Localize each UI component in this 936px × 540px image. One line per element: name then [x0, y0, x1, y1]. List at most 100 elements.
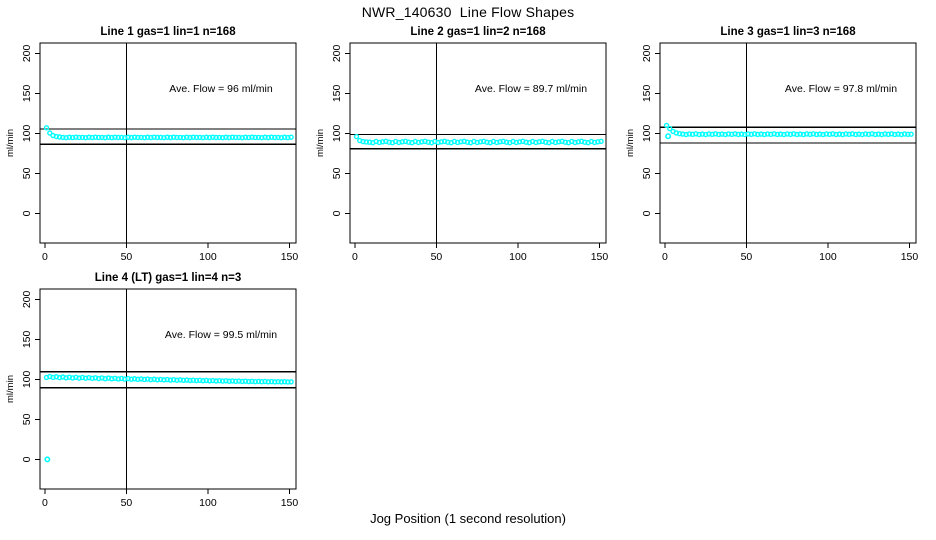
plot-box: [349, 42, 607, 244]
data-point: [223, 378, 229, 384]
data-point: [66, 134, 73, 140]
x-tick-label: 100: [199, 497, 217, 509]
data-point: [190, 377, 196, 383]
data-points: [43, 125, 294, 141]
data-point: [663, 122, 670, 129]
y-tick-label: 50: [21, 167, 33, 179]
x-tick-label: 150: [281, 497, 299, 509]
data-point: [882, 131, 888, 137]
subplot-title: Line 2 gas=1 lin=2 n=168: [410, 26, 546, 38]
data-point: [154, 377, 161, 383]
data-point: [86, 134, 92, 140]
y-tick-label: 0: [641, 210, 653, 216]
data-point: [667, 125, 673, 132]
data-point: [141, 134, 148, 141]
y-tick-label: 150: [331, 84, 343, 102]
data-point: [275, 378, 281, 385]
data-point: [288, 134, 294, 140]
data-point: [895, 131, 901, 137]
data-point: [716, 131, 722, 138]
y-axis: 0 50 100 150 200: [641, 44, 660, 216]
y-axis-title: ml/min: [5, 129, 16, 157]
data-point: [686, 131, 693, 137]
x-axis: 0 50 100 150: [42, 489, 298, 509]
data-point: [285, 379, 291, 385]
y-tick-label: 200: [331, 44, 343, 62]
data-point: [285, 134, 291, 141]
data-point: [738, 131, 745, 137]
y-axis-title: ml/min: [5, 375, 16, 403]
data-point: [131, 134, 138, 140]
data-point: [272, 134, 278, 141]
data-point: [797, 131, 803, 137]
data-point: [177, 134, 183, 141]
data-point: [219, 378, 226, 384]
x-tick-label: 100: [819, 251, 837, 263]
data-point: [148, 376, 154, 383]
data-point: [255, 378, 262, 385]
y-axis-title: ml/min: [625, 129, 636, 157]
plot-box: [39, 288, 297, 490]
data-point: [144, 134, 151, 140]
data-point: [246, 378, 252, 385]
data-point: [856, 131, 862, 137]
data-point: [96, 134, 102, 141]
y-tick-label: 100: [21, 124, 33, 142]
data-point: [236, 378, 242, 384]
data-point: [901, 131, 908, 137]
data-point: [171, 134, 177, 140]
data-point: [148, 134, 154, 141]
data-point: [219, 134, 226, 141]
data-point: [210, 377, 216, 384]
data-point: [161, 134, 167, 141]
data-point: [794, 131, 800, 138]
subplot-title: Line 3 gas=1 lin=3 n=168: [720, 26, 856, 38]
x-tick-label: 50: [431, 251, 443, 263]
data-point: [105, 134, 112, 140]
x-tick-label: 100: [509, 251, 527, 263]
y-tick-label: 150: [641, 84, 653, 102]
data-point: [122, 134, 128, 141]
data-point: [174, 377, 180, 383]
data-point: [73, 134, 79, 140]
ave-flow-annotation: Ave. Flow = 99.5 ml/min: [165, 329, 277, 341]
data-point: [174, 134, 180, 141]
data-point: [272, 379, 278, 385]
data-point: [255, 134, 262, 141]
data-point: [908, 131, 914, 137]
data-point: [112, 134, 118, 140]
data-point: [817, 131, 823, 137]
data-point: [89, 134, 95, 141]
x-axis: 0 50 100 150: [42, 243, 298, 263]
data-point: [353, 133, 360, 140]
data-point: [216, 134, 223, 141]
data-point: [268, 378, 275, 385]
x-tick-label: 0: [42, 251, 48, 263]
outlier-point: [44, 456, 51, 463]
data-point: [360, 138, 366, 145]
data-point: [875, 131, 882, 137]
data-point: [232, 378, 239, 385]
x-axis: 0 50 100 150: [662, 243, 918, 263]
data-point: [229, 134, 236, 140]
data-point: [813, 131, 820, 138]
x-tick-label: 100: [199, 251, 217, 263]
data-point: [872, 131, 878, 138]
data-points: [663, 122, 914, 140]
y-tick-label: 50: [331, 167, 343, 179]
data-point: [833, 131, 839, 138]
data-point: [239, 378, 245, 385]
outlier-point: [665, 133, 672, 140]
figure-title: NWR_140630 Line Flow Shapes: [361, 4, 575, 20]
data-point: [252, 378, 258, 385]
data-point: [745, 131, 751, 137]
data-points: [353, 133, 604, 146]
data-point: [262, 134, 268, 140]
subplot-title: Line 4 (LT) gas=1 lin=4 n=3: [95, 272, 241, 284]
data-point: [242, 134, 249, 140]
data-point: [141, 376, 148, 383]
data-point: [758, 131, 764, 137]
data-point: [206, 134, 213, 141]
